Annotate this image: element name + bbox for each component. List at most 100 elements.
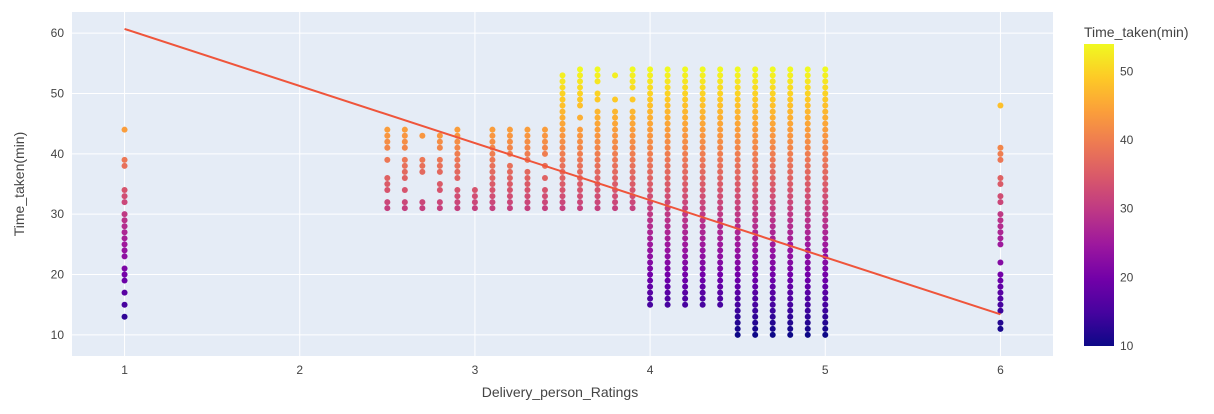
data-point xyxy=(804,325,811,332)
data-point xyxy=(664,126,671,133)
data-point xyxy=(664,72,671,79)
data-point xyxy=(769,78,776,85)
data-point xyxy=(752,301,759,308)
data-point xyxy=(752,205,759,212)
data-point xyxy=(717,181,724,187)
data-point xyxy=(506,138,513,145)
data-point xyxy=(699,259,706,266)
data-point xyxy=(577,126,584,133)
data-point xyxy=(682,271,689,278)
data-point xyxy=(577,156,584,163)
data-point xyxy=(682,223,689,230)
data-point xyxy=(524,144,531,151)
data-point xyxy=(734,193,741,200)
data-point xyxy=(401,205,408,212)
x-tick-labels: 1 2 3 4 5 6 xyxy=(121,363,1004,377)
data-point xyxy=(734,156,741,163)
data-point xyxy=(734,241,741,248)
data-point xyxy=(419,156,426,163)
data-point xyxy=(577,96,584,103)
data-point xyxy=(577,162,584,169)
data-point xyxy=(699,132,706,139)
data-point xyxy=(577,205,584,212)
data-point xyxy=(664,301,671,308)
data-point xyxy=(822,211,829,218)
data-point xyxy=(752,331,759,338)
data-point xyxy=(787,78,794,85)
data-point xyxy=(804,132,811,139)
data-point xyxy=(699,150,706,157)
data-point xyxy=(594,156,601,163)
data-point xyxy=(612,72,619,79)
data-point xyxy=(647,78,654,85)
data-point xyxy=(804,144,811,151)
data-point xyxy=(682,301,689,308)
data-point xyxy=(769,120,776,127)
data-point xyxy=(401,187,408,194)
data-point xyxy=(664,114,671,121)
data-point xyxy=(997,307,1004,314)
data-point xyxy=(734,138,741,145)
data-point xyxy=(664,235,671,242)
data-point xyxy=(752,265,759,272)
data-point xyxy=(454,193,461,200)
data-point xyxy=(787,144,794,151)
y-tick-label: 60 xyxy=(51,26,65,40)
data-point xyxy=(629,187,636,194)
data-point xyxy=(787,156,794,163)
data-point xyxy=(752,217,759,224)
data-point xyxy=(804,126,811,133)
data-point xyxy=(647,132,654,139)
data-point xyxy=(717,84,724,91)
data-point xyxy=(717,295,724,302)
data-point xyxy=(752,138,759,145)
data-point xyxy=(594,96,601,103)
data-point xyxy=(734,126,741,133)
data-point xyxy=(559,156,566,163)
data-point xyxy=(822,271,829,278)
data-point xyxy=(471,193,478,200)
data-point xyxy=(612,132,619,139)
data-point xyxy=(734,187,741,194)
data-point xyxy=(436,181,443,187)
data-point xyxy=(682,132,689,139)
data-point xyxy=(997,289,1004,296)
data-point xyxy=(121,156,128,163)
data-point xyxy=(524,138,531,145)
data-point xyxy=(647,235,654,242)
data-point xyxy=(997,241,1004,248)
data-point xyxy=(804,138,811,145)
data-point xyxy=(664,259,671,266)
data-point xyxy=(647,96,654,103)
data-point xyxy=(752,156,759,163)
data-point xyxy=(717,229,724,236)
data-point xyxy=(664,277,671,284)
data-point xyxy=(647,90,654,97)
data-point xyxy=(524,168,531,175)
data-point xyxy=(699,144,706,151)
data-point xyxy=(594,199,601,206)
data-point xyxy=(436,187,443,194)
data-point xyxy=(384,144,391,151)
data-point xyxy=(682,66,689,73)
data-point xyxy=(664,138,671,145)
data-point xyxy=(699,229,706,236)
data-point xyxy=(647,205,654,212)
data-point xyxy=(804,223,811,230)
data-point xyxy=(647,277,654,284)
data-point xyxy=(734,96,741,103)
data-point xyxy=(822,174,829,181)
data-point xyxy=(752,313,759,320)
data-point xyxy=(787,84,794,91)
data-point xyxy=(769,138,776,145)
data-point xyxy=(787,132,794,139)
data-point xyxy=(787,211,794,218)
data-point xyxy=(717,168,724,175)
data-point xyxy=(629,174,636,181)
data-point xyxy=(699,199,706,206)
data-point xyxy=(752,174,759,181)
data-point xyxy=(717,253,724,260)
data-point xyxy=(804,174,811,181)
data-point xyxy=(717,265,724,272)
